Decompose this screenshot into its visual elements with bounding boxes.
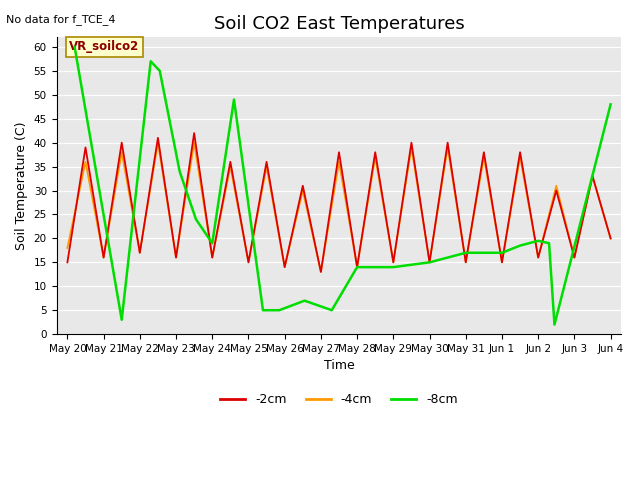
Title: Soil CO2 East Temperatures: Soil CO2 East Temperatures bbox=[214, 15, 465, 33]
Y-axis label: Soil Temperature (C): Soil Temperature (C) bbox=[15, 121, 28, 250]
Text: VR_soilco2: VR_soilco2 bbox=[69, 40, 140, 53]
Text: No data for f_TCE_4: No data for f_TCE_4 bbox=[6, 14, 116, 25]
X-axis label: Time: Time bbox=[324, 360, 355, 372]
Legend: -2cm, -4cm, -8cm: -2cm, -4cm, -8cm bbox=[216, 388, 463, 411]
